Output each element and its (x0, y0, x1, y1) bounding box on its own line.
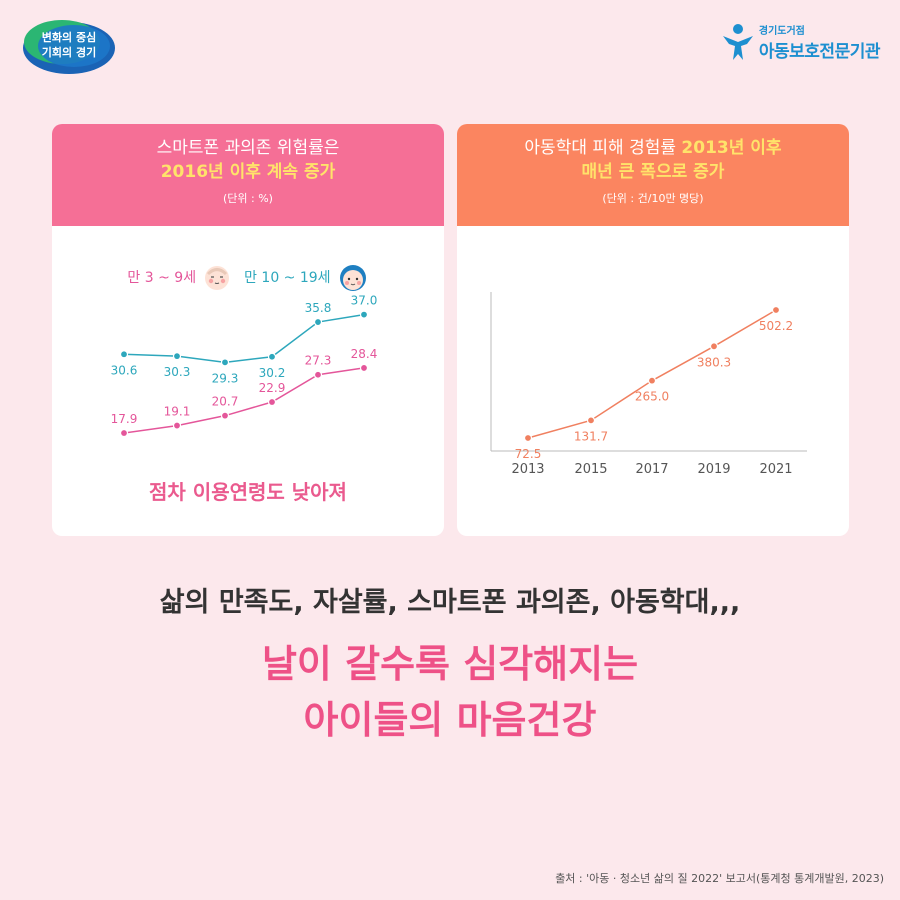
headline-main: 날이 갈수록 심각해지는 아이들의 마음건강 (0, 636, 900, 748)
child-face-icon (205, 266, 230, 290)
data-label: 20.7 (212, 395, 239, 409)
teen-face-icon (339, 265, 366, 291)
x-tick-label: 2021 (759, 462, 792, 477)
data-point (220, 411, 230, 420)
card-header: 아동학대 피해 경험률 2013년 이후 매년 큰 폭으로 증가 (단위 : 건… (457, 124, 849, 226)
gyeonggi-logo: 변화의 중심 기회의 경기 (22, 16, 116, 76)
x-tick-label: 2019 (697, 462, 730, 477)
data-label: 17.9 (111, 412, 138, 426)
data-point (220, 358, 230, 367)
data-point (267, 352, 277, 361)
agency-small-name: 경기도거점 (758, 26, 805, 37)
abuse-chart-card: 아동학대 피해 경험률 2013년 이후 매년 큰 폭으로 증가 (단위 : 건… (457, 124, 849, 536)
headline-subtitle: 삶의 만족도, 자살률, 스마트폰 과의존, 아동학대,,, (159, 587, 741, 618)
x-tick-label: 2015 (574, 462, 607, 477)
data-label: 19.1 (164, 405, 191, 419)
data-label: 30.3 (164, 365, 191, 379)
legend-item-child: 만 3 ~ 9세 (127, 263, 232, 291)
headline-line2: 날이 갈수록 심각해지는 (261, 642, 639, 686)
data-label: 28.4 (351, 347, 378, 361)
series-line (123, 367, 365, 434)
card-header: 스마트폰 과의존 위험률은 2016년 이후 계속 증가 (단위 : %) (52, 124, 444, 226)
data-point (359, 310, 369, 319)
logo-blob-icon (23, 20, 115, 74)
source-note: 출처 : '아동 · 청소년 삶의 질 2022' 보고서(통계청 통계개발원,… (555, 872, 884, 885)
data-point (586, 416, 596, 425)
legend-label: 만 3 ~ 9세 (127, 270, 197, 286)
data-label: 27.3 (305, 354, 332, 368)
data-point (359, 363, 369, 373)
legend-label: 만 10 ~ 19세 (244, 270, 331, 286)
logo-line1: 변화의 중심 (41, 31, 97, 44)
agency-mark-icon (722, 24, 753, 60)
title-highlight: 2013년 이후 (681, 138, 782, 158)
data-label: 30.6 (111, 363, 138, 377)
series-line (123, 313, 365, 364)
headline-line3: 아이들의 마음건강 (303, 698, 597, 742)
smartphone-line-chart: 30.6 30.3 29.3 30.2 35.8 37.0 17.9 19.1 20.7 22.9… (111, 294, 378, 438)
data-label: 380.3 (697, 355, 731, 369)
data-point (119, 350, 129, 359)
data-label: 72.5 (515, 447, 542, 461)
data-label: 22.9 (259, 381, 286, 395)
data-label: 30.2 (259, 366, 286, 380)
smartphone-chart-card: 스마트폰 과의존 위험률은 2016년 이후 계속 증가 (단위 : %) 만 … (52, 124, 444, 536)
data-label: 131.7 (574, 429, 608, 443)
data-point (267, 397, 277, 407)
data-point (647, 376, 657, 385)
data-point (172, 421, 182, 430)
data-point (313, 317, 323, 327)
chart-conclusion: 점차 이용연령도 낮아져 (149, 480, 347, 504)
data-point (119, 428, 129, 438)
card-title-line2: 매년 큰 폭으로 증가 (581, 162, 725, 182)
data-point (172, 352, 182, 361)
logo-line2: 기회의 경기 (41, 46, 97, 59)
data-label: 502.2 (759, 319, 793, 333)
series-line (527, 309, 777, 439)
x-tick-label: 2017 (635, 462, 668, 477)
data-label: 35.8 (305, 301, 332, 315)
data-label: 29.3 (212, 371, 239, 385)
title-prefix: 아동학대 피해 경험률 (524, 138, 682, 158)
data-label: 265.0 (635, 390, 669, 404)
card-unit: (단위 : %) (223, 192, 273, 205)
data-label: 37.0 (351, 294, 378, 308)
data-point (313, 370, 323, 379)
card-title-line1: 스마트폰 과의존 위험률은 (156, 138, 340, 158)
legend-item-teen: 만 10 ~ 19세 (244, 262, 368, 292)
legend: 만 3 ~ 9세 만 10 ~ 19세 (52, 262, 444, 292)
data-point (523, 433, 533, 443)
abuse-line-chart: 72.5 131.7 265.0 380.3 502.2 2013 2015 2017 2019… (490, 292, 807, 477)
agency-name: 아동보호전문기관 (758, 42, 881, 62)
data-point (709, 342, 719, 351)
x-tick-label: 2013 (511, 462, 544, 477)
card-unit: (단위 : 건/10만 명당) (602, 192, 704, 205)
card-title-line1: 아동학대 피해 경험률 2013년 이후 (457, 136, 849, 160)
data-point (771, 305, 781, 315)
agency-logo: 경기도거점 아동보호전문기관 (721, 20, 881, 64)
card-title-line2: 2016년 이후 계속 증가 (160, 162, 336, 182)
